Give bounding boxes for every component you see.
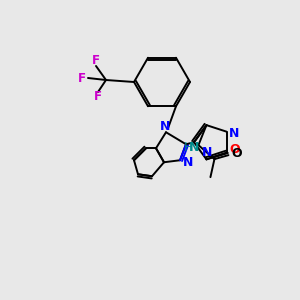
Text: O: O [229, 143, 240, 156]
Text: N: N [183, 156, 193, 169]
Text: F: F [78, 71, 86, 85]
Text: N: N [189, 141, 200, 154]
Text: H: H [184, 141, 193, 154]
Text: F: F [94, 91, 102, 103]
Text: N: N [202, 146, 213, 159]
Text: F: F [92, 55, 100, 68]
Text: N: N [160, 120, 170, 133]
Text: N: N [230, 127, 240, 140]
Text: O: O [231, 147, 242, 160]
